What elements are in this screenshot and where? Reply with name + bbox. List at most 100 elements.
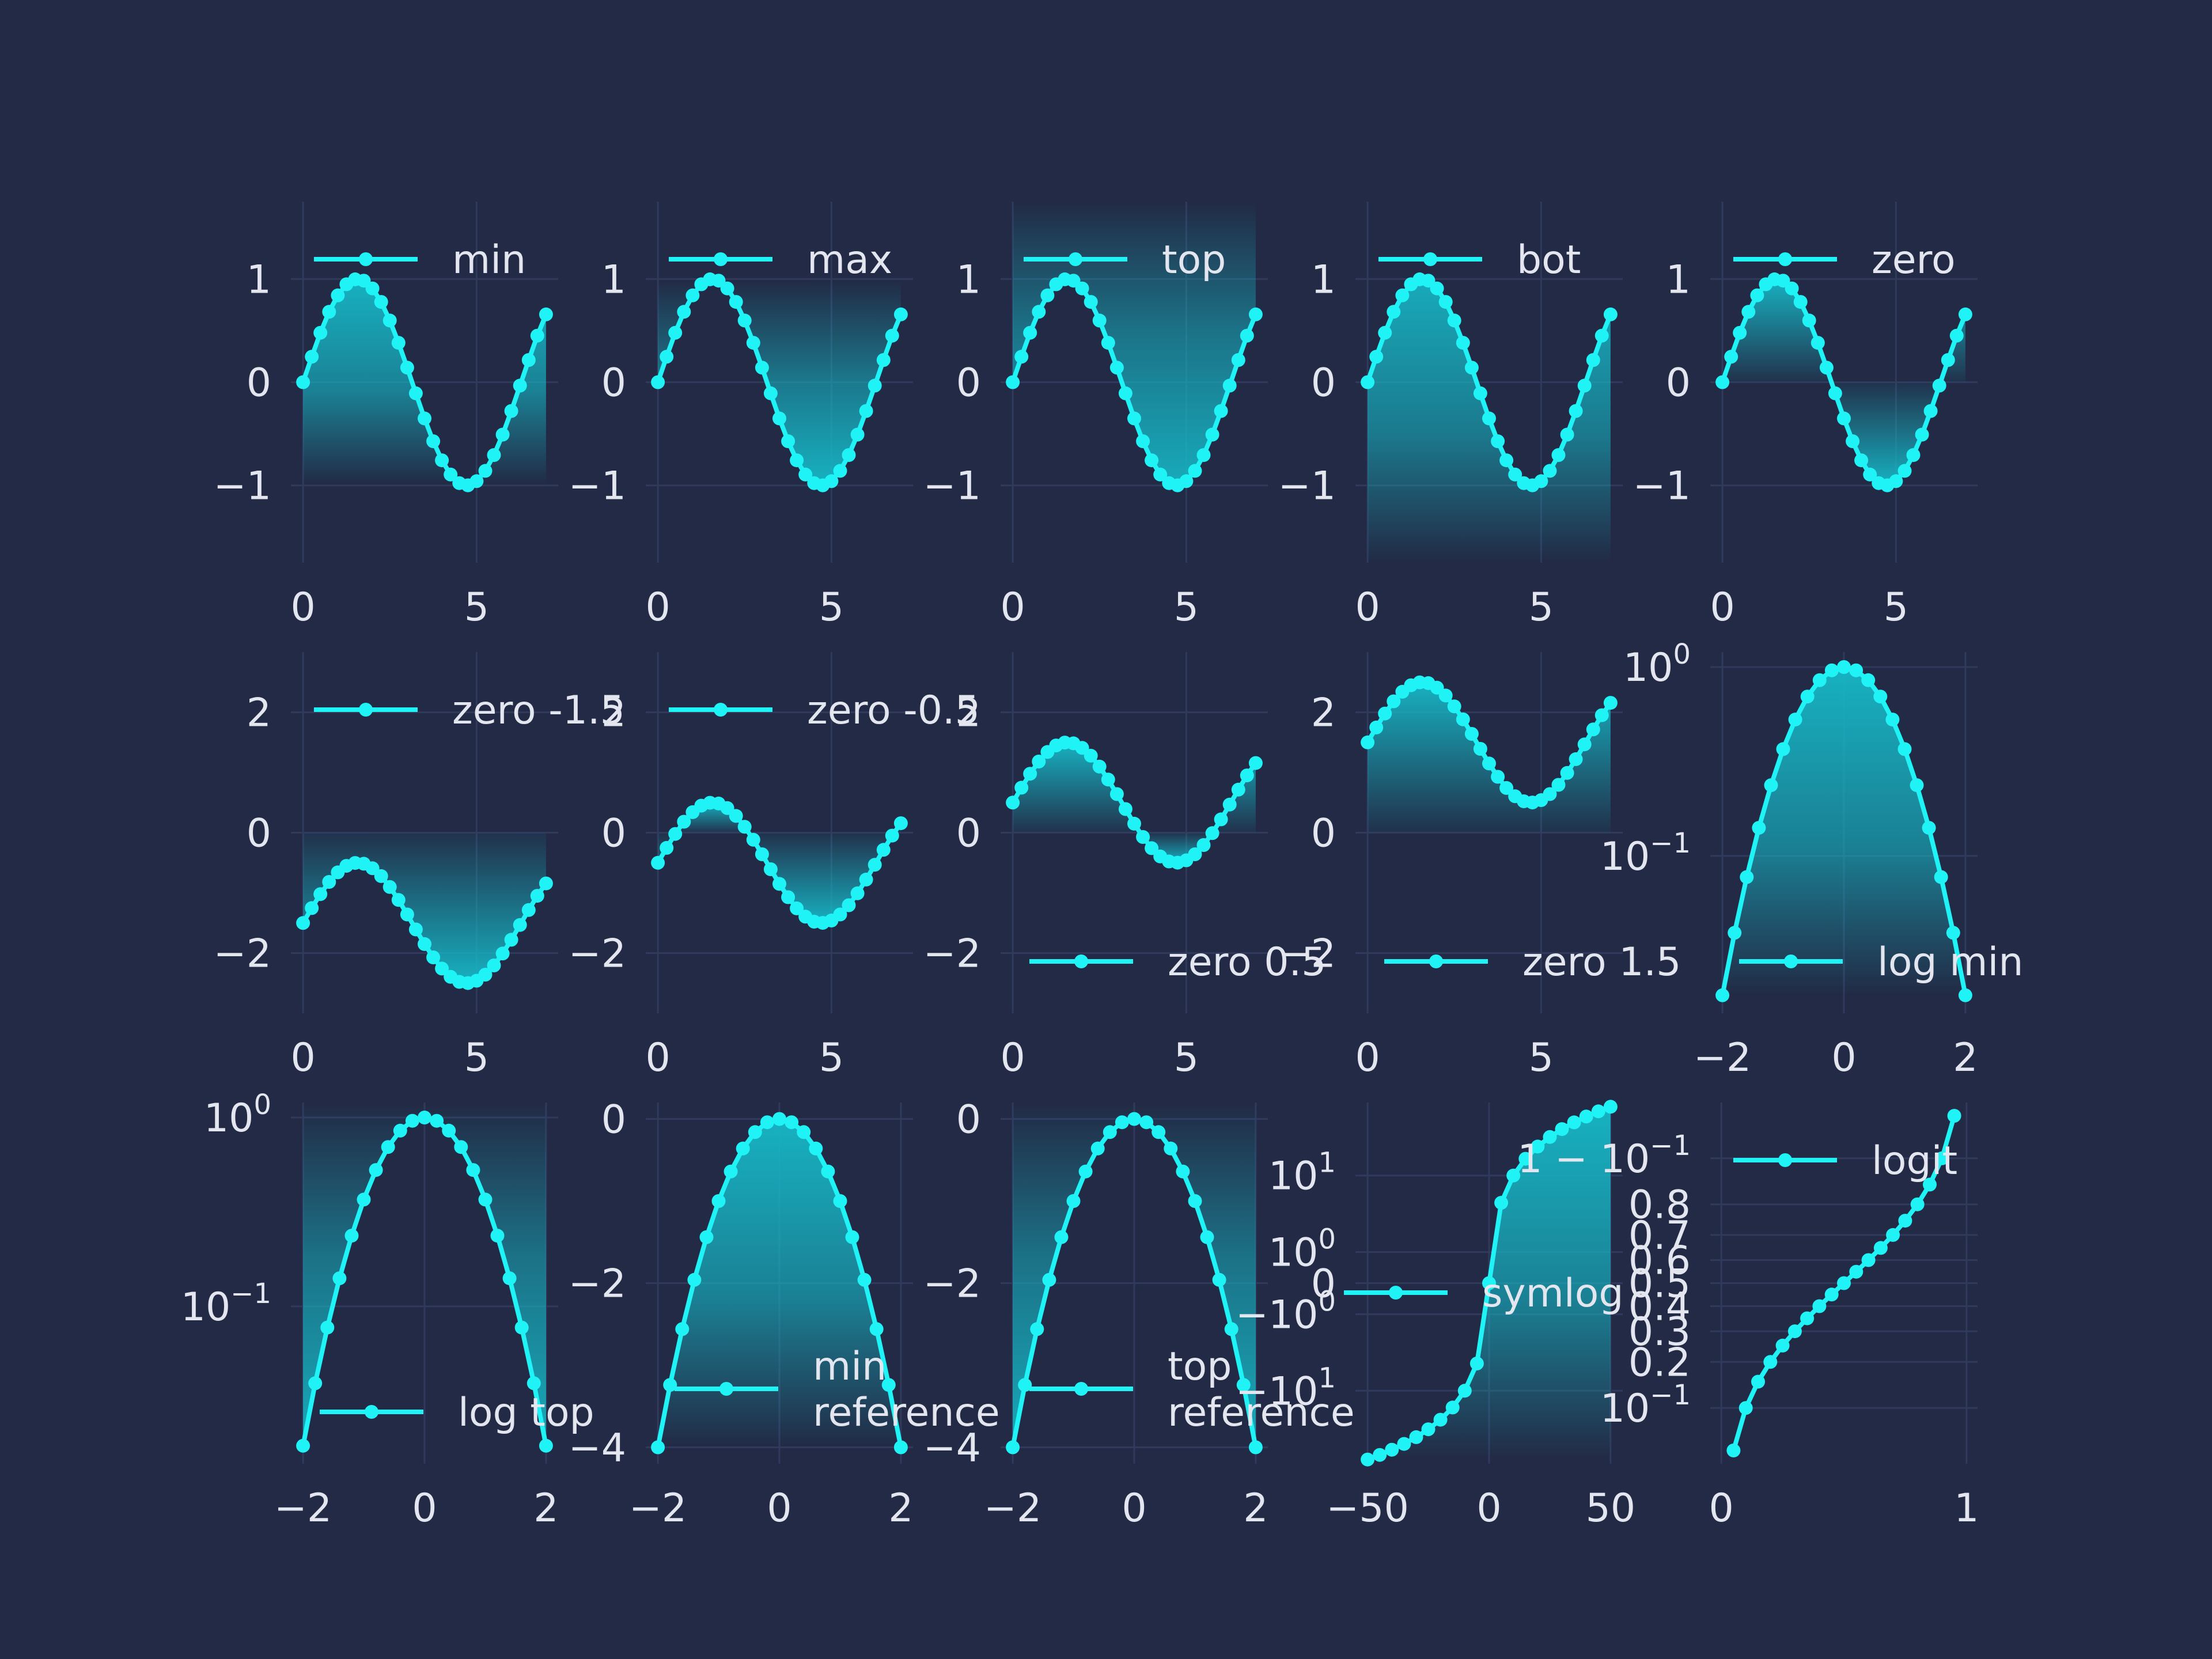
area-fill xyxy=(1013,1103,1256,1448)
area-fill xyxy=(1722,279,1965,486)
y-tick-label: −1 xyxy=(1278,464,1336,509)
x-tick-label: 2 xyxy=(1953,1035,1978,1081)
legend-label: zero -0.5 xyxy=(807,688,980,733)
markers xyxy=(1715,272,1972,493)
data-point xyxy=(454,1140,468,1154)
legend-label: min xyxy=(452,237,526,283)
legend: top xyxy=(1024,237,1226,283)
x-tick-label: 0 xyxy=(767,1486,791,1531)
data-point xyxy=(1741,305,1756,319)
subplot-4: 0 5 −1 0 1 bot xyxy=(1278,202,1623,630)
data-point xyxy=(1491,434,1505,448)
data-point xyxy=(495,427,510,442)
data-point xyxy=(1240,328,1254,343)
y-tick-label: 10−1 xyxy=(181,1278,271,1330)
data-point xyxy=(1897,464,1912,478)
data-point xyxy=(1946,926,1960,940)
markers xyxy=(296,1111,553,1453)
x-tick-label: 2 xyxy=(888,1486,913,1531)
y-tick-label: −1 xyxy=(569,464,626,509)
y-tick-label: 2 xyxy=(601,691,626,736)
x-tick-label: −2 xyxy=(629,1486,687,1531)
data-point xyxy=(1153,467,1168,482)
data-point xyxy=(382,313,397,328)
data-point xyxy=(466,1163,480,1177)
x-tick-label: 5 xyxy=(819,1035,844,1081)
x-tick-label: 0 xyxy=(1476,1486,1501,1531)
data-point xyxy=(1569,752,1583,766)
data-point xyxy=(663,1378,677,1392)
data-point xyxy=(1464,727,1479,741)
data-point xyxy=(1923,404,1938,418)
data-point xyxy=(1518,1152,1533,1166)
data-point xyxy=(1849,1264,1863,1279)
y-tick-label: −4 xyxy=(569,1426,626,1471)
y-tick-label: −100 xyxy=(1236,1285,1336,1338)
data-point xyxy=(1152,1125,1166,1139)
data-point xyxy=(651,855,665,870)
data-point xyxy=(859,404,873,418)
x-tick-label: 0 xyxy=(1355,585,1380,630)
data-point xyxy=(1889,474,1903,488)
data-point xyxy=(1849,663,1863,677)
data-point xyxy=(1023,767,1037,781)
legend-label: log min xyxy=(1877,940,2024,985)
markers xyxy=(1006,272,1263,493)
y-tick-label: −1 xyxy=(923,464,981,509)
data-point xyxy=(513,378,527,393)
markers xyxy=(1006,736,1263,870)
data-point xyxy=(1231,353,1245,367)
data-point xyxy=(869,1322,884,1336)
data-point xyxy=(1569,404,1583,418)
data-point xyxy=(1118,386,1132,400)
data-point xyxy=(1922,821,1936,835)
data-point xyxy=(530,889,544,903)
y-tick-label: 0.8 xyxy=(1628,1183,1691,1228)
data-point xyxy=(1885,713,1900,727)
data-point xyxy=(1378,706,1392,721)
data-point xyxy=(790,453,804,468)
legend-marker xyxy=(719,1382,733,1396)
data-point xyxy=(1438,688,1453,703)
data-point xyxy=(660,840,674,855)
data-point xyxy=(1824,1287,1839,1302)
data-point xyxy=(426,434,441,448)
data-point xyxy=(1075,281,1089,296)
data-point xyxy=(1785,281,1799,296)
data-point xyxy=(677,815,691,829)
data-point xyxy=(859,872,873,887)
x-tick-label: 5 xyxy=(464,1035,489,1081)
data-point xyxy=(1551,448,1566,462)
tick-labels: 0 5 −1 0 1 xyxy=(1278,257,1554,630)
data-point xyxy=(1837,660,1851,674)
data-point xyxy=(1499,781,1514,795)
legend: zero -1.5 xyxy=(314,688,625,733)
x-tick-label: 5 xyxy=(819,585,844,630)
data-point xyxy=(1560,766,1574,780)
data-point xyxy=(1084,748,1098,763)
y-tick-label: 1 xyxy=(1311,257,1336,302)
y-tick-label: 100 xyxy=(1623,638,1691,691)
data-point xyxy=(1491,770,1505,784)
x-tick-label: 50 xyxy=(1586,1486,1636,1531)
y-tick-label: −2 xyxy=(569,931,626,977)
data-point xyxy=(405,1113,419,1128)
tick-labels: 0 5 −1 0 1 xyxy=(569,257,844,630)
legend: zero -0.5 xyxy=(669,688,980,733)
data-point xyxy=(1139,1115,1154,1130)
legend-label: log top xyxy=(458,1390,594,1435)
legend: logit xyxy=(1733,1138,1957,1184)
data-point xyxy=(1551,778,1566,792)
data-point xyxy=(1499,453,1514,468)
data-point xyxy=(1457,1384,1472,1398)
y-tick-label: 0 xyxy=(247,361,271,406)
x-tick-label: 0 xyxy=(1355,1035,1380,1081)
data-point xyxy=(1824,663,1839,677)
data-point xyxy=(711,1194,726,1208)
tick-labels: −2 0 2 10−1 100 xyxy=(181,1089,559,1531)
data-point xyxy=(1464,361,1479,375)
data-point xyxy=(675,1322,690,1336)
data-point xyxy=(668,325,683,340)
data-point xyxy=(320,1320,335,1335)
